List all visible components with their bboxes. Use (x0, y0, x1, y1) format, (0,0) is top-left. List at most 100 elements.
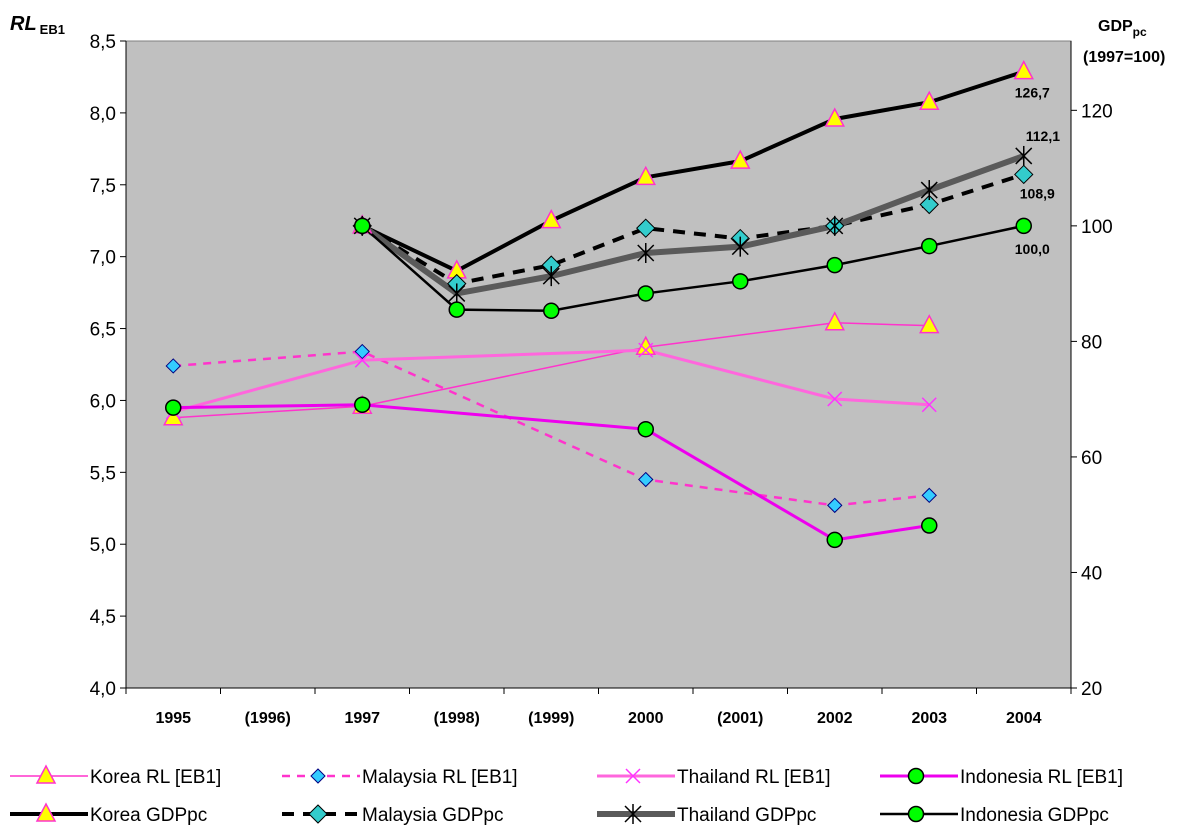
legend-item: Korea RL [EB1] (10, 764, 221, 788)
data-point (541, 209, 562, 229)
data-point (354, 217, 371, 235)
left-tick-label: 4,0 (90, 679, 116, 700)
legend-label: Thailand RL [EB1] (677, 767, 831, 788)
legend-label: Korea RL [EB1] (90, 767, 221, 788)
data-point (1015, 145, 1033, 166)
data-labels: 126,7 112,1 108,9 100,0 (1015, 85, 1060, 257)
legend-label: Indonesia RL [EB1] (960, 767, 1123, 788)
x-tick-label: (2001) (717, 710, 763, 727)
data-point (638, 471, 654, 488)
legend-item: Malaysia RL [EB1] (282, 767, 518, 788)
data-point (638, 342, 654, 358)
right-axis-title-main: GDP (1098, 18, 1133, 35)
left-axis-title-main: RL (10, 13, 37, 35)
x-tick-label: 2000 (628, 710, 664, 727)
left-tick-label: 6,5 (90, 320, 116, 341)
left-tick-label: 6,0 (90, 391, 116, 412)
data-point (826, 256, 843, 274)
x-tick-label: 2002 (817, 710, 853, 727)
left-tick-label: 8,0 (90, 104, 116, 125)
data-point (354, 396, 371, 414)
left-tick-label: 5,0 (90, 535, 116, 556)
data-point (919, 194, 939, 215)
data-point (1013, 60, 1034, 80)
legend-item: Thailand GDPpc (597, 804, 816, 826)
right-tick-label: 60 (1081, 448, 1102, 469)
axes: 4,0 4,5 5,0 5,5 6,0 6,5 7,0 7,5 8,0 8,5 20 40 60 80 10… (90, 32, 1113, 727)
legend-item: Malaysia GDPpc (282, 804, 504, 826)
data-label: 126,7 (1015, 85, 1050, 101)
left-tick-label: 4,5 (90, 607, 116, 628)
legend-swatch-marker (35, 764, 57, 784)
x-tick-label: (1999) (528, 710, 574, 727)
data-point (826, 215, 844, 236)
data-point (448, 301, 465, 318)
legend-label: Malaysia GDPpc (362, 805, 504, 826)
data-point (165, 399, 182, 416)
data-point (542, 266, 560, 287)
data-point (921, 237, 938, 255)
legend-item: Indonesia RL [EB1] (880, 767, 1123, 788)
data-point (543, 302, 560, 320)
legend-label: Indonesia GDPpc (960, 805, 1109, 826)
plot-area (125, 40, 1072, 689)
data-point (637, 420, 654, 438)
data-point (824, 107, 845, 127)
data-point (921, 517, 938, 534)
series-line (361, 224, 1025, 313)
left-tick-label: 7,0 (90, 248, 116, 269)
x-tick-label: (1996) (245, 710, 291, 727)
data-point (637, 243, 655, 264)
x-tick-label: 2004 (1006, 710, 1042, 727)
series-line (361, 69, 1025, 273)
right-tick-label: 80 (1081, 332, 1102, 353)
right-tick-label: 20 (1081, 679, 1102, 700)
legend-swatch-marker (907, 767, 925, 785)
left-tick-label: 5,5 (90, 463, 116, 484)
data-point (921, 397, 937, 413)
data-point (826, 531, 843, 549)
data-point (824, 311, 845, 331)
legend-swatch-marker (35, 802, 57, 822)
left-axis-title-sub: EB1 (40, 22, 65, 37)
data-point (635, 165, 656, 186)
data-label: 108,9 (1020, 185, 1055, 201)
data-label: 112,1 (1026, 128, 1060, 144)
data-point (730, 149, 751, 169)
data-point (448, 283, 466, 304)
legend-label: Korea GDPpc (90, 805, 207, 826)
right-tick-label: 100 (1081, 217, 1113, 238)
legend-swatch-marker (625, 768, 641, 784)
right-tick-label: 40 (1081, 563, 1102, 584)
series-line (360, 153, 1025, 297)
legend-swatch-marker (310, 768, 326, 784)
legend-item: Indonesia GDPpc (880, 805, 1109, 826)
data-point (731, 236, 749, 257)
legend-label: Thailand GDPpc (677, 805, 816, 826)
data-point (919, 314, 940, 334)
right-axis-title-sub: pc (1133, 25, 1147, 39)
legend-swatch-marker (624, 804, 642, 824)
data-point (919, 90, 940, 110)
legend-swatch-marker (308, 804, 328, 824)
data-point (636, 218, 656, 238)
legend-item: Thailand RL [EB1] (597, 767, 831, 788)
x-tick-label: 1997 (344, 710, 380, 727)
data-point (354, 352, 370, 368)
data-point (921, 487, 937, 504)
data-point (827, 391, 843, 407)
legend-item: Korea GDPpc (10, 802, 207, 826)
right-axis-title: GDPpc (1098, 18, 1147, 39)
left-tick-label: 7,5 (90, 176, 116, 197)
data-point (920, 180, 938, 201)
legend-label: Malaysia RL [EB1] (362, 767, 518, 788)
data-point (1014, 164, 1034, 185)
x-tick-label: 1995 (155, 710, 191, 727)
data-point (165, 358, 181, 374)
axis-titles: RL EB1 GDPpc (1997=100) (10, 13, 1165, 66)
left-axis-title: RL EB1 (10, 13, 65, 37)
right-axis-title-line2: (1997=100) (1083, 49, 1165, 66)
legend: Korea RL [EB1] Malaysia RL [EB1] Thailand … (10, 764, 1123, 826)
data-label: 100,0 (1015, 241, 1050, 257)
x-tick-label: 2003 (911, 710, 947, 727)
